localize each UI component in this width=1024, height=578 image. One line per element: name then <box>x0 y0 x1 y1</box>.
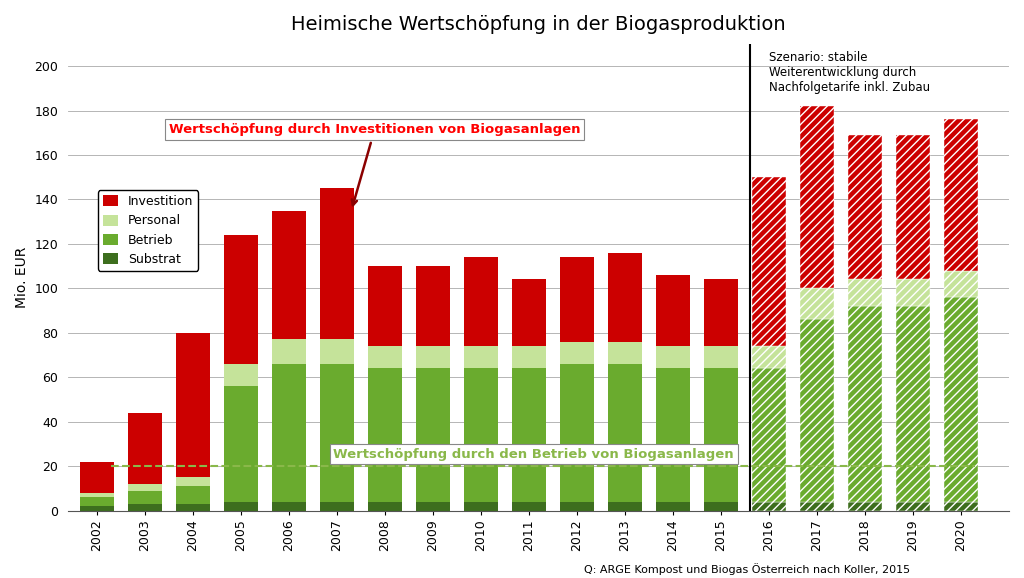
Bar <box>800 288 834 320</box>
Bar <box>224 502 258 510</box>
Bar <box>512 368 546 502</box>
Bar <box>272 210 306 339</box>
Bar <box>272 364 306 502</box>
Bar <box>560 364 594 502</box>
Bar <box>176 477 210 486</box>
Bar <box>848 502 882 510</box>
Bar <box>560 502 594 510</box>
Bar <box>944 120 978 271</box>
Bar <box>800 320 834 502</box>
Bar <box>416 346 450 368</box>
Bar <box>128 484 162 491</box>
Bar <box>128 504 162 510</box>
Bar <box>176 504 210 510</box>
Bar <box>705 346 737 368</box>
Bar <box>608 342 642 364</box>
Bar <box>656 502 690 510</box>
Bar <box>80 493 114 497</box>
Bar <box>705 368 737 502</box>
Bar <box>416 502 450 510</box>
Bar <box>896 135 930 279</box>
Bar <box>848 279 882 306</box>
Bar <box>80 506 114 510</box>
Bar <box>705 279 737 346</box>
Bar <box>656 346 690 368</box>
Bar <box>272 502 306 510</box>
Bar <box>560 257 594 342</box>
Bar <box>464 502 498 510</box>
Bar <box>800 502 834 510</box>
Bar <box>753 346 785 368</box>
Legend: Investition, Personal, Betrieb, Substrat: Investition, Personal, Betrieb, Substrat <box>98 190 199 271</box>
Bar <box>848 306 882 502</box>
Bar <box>416 266 450 346</box>
Bar <box>321 364 353 502</box>
Bar <box>608 364 642 502</box>
Bar <box>464 257 498 346</box>
Bar <box>896 279 930 306</box>
Bar <box>753 502 785 510</box>
Bar <box>512 502 546 510</box>
Bar <box>753 368 785 502</box>
Bar <box>656 275 690 346</box>
Bar <box>321 339 353 364</box>
Bar <box>608 502 642 510</box>
Bar <box>128 491 162 504</box>
Bar <box>896 502 930 510</box>
Bar <box>321 502 353 510</box>
Bar <box>272 339 306 364</box>
Bar <box>128 413 162 484</box>
Y-axis label: Mio. EUR: Mio. EUR <box>15 247 29 308</box>
Bar <box>560 342 594 364</box>
Bar <box>369 346 401 368</box>
Bar <box>896 306 930 502</box>
Bar <box>464 346 498 368</box>
Bar <box>656 368 690 502</box>
Bar <box>753 177 785 346</box>
Bar <box>80 462 114 493</box>
Bar <box>176 333 210 477</box>
Bar <box>705 502 737 510</box>
Bar <box>800 106 834 288</box>
Text: Szenario: stabile
Weiterentwicklung durch
Nachfolgetarife inkl. Zubau: Szenario: stabile Weiterentwicklung durc… <box>769 50 930 94</box>
Bar <box>224 364 258 386</box>
Bar <box>512 279 546 346</box>
Bar <box>608 253 642 342</box>
Bar <box>176 486 210 504</box>
Bar <box>464 368 498 502</box>
Bar <box>369 266 401 346</box>
Bar <box>369 502 401 510</box>
Bar <box>848 135 882 279</box>
Bar <box>224 235 258 364</box>
Bar <box>944 271 978 297</box>
Bar <box>944 502 978 510</box>
Bar <box>369 368 401 502</box>
Text: Wertschöpfung durch den Betrieb von Biogasanlagen: Wertschöpfung durch den Betrieb von Biog… <box>334 447 734 461</box>
Title: Heimische Wertschöpfung in der Biogasproduktion: Heimische Wertschöpfung in der Biogaspro… <box>291 15 785 34</box>
Bar <box>944 297 978 502</box>
Text: Wertschöpfung durch Investitionen von Biogasanlagen: Wertschöpfung durch Investitionen von Bi… <box>169 123 581 205</box>
Bar <box>321 188 353 339</box>
Bar <box>224 386 258 502</box>
Bar <box>416 368 450 502</box>
Text: Q: ARGE Kompost und Biogas Österreich nach Koller, 2015: Q: ARGE Kompost und Biogas Österreich na… <box>584 563 909 575</box>
Bar <box>80 497 114 506</box>
Bar <box>512 346 546 368</box>
